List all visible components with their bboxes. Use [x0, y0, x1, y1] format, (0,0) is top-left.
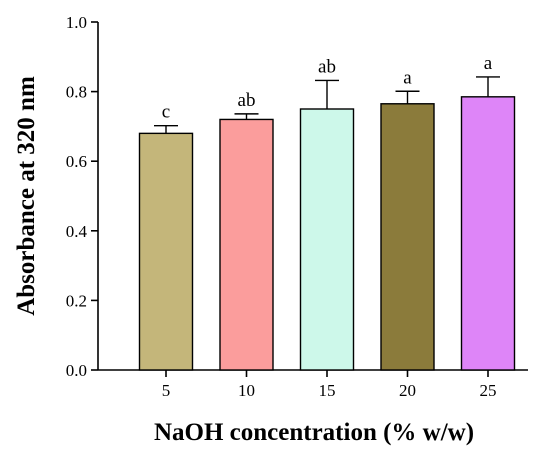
x-tick-label: 10 — [238, 381, 255, 400]
y-tick-label: 0.2 — [66, 291, 87, 310]
x-tick-label: 20 — [399, 381, 416, 400]
y-axis-title: Absorbance at 320 nm — [13, 76, 40, 316]
bar-5 — [138, 132, 194, 371]
significance-label: c — [162, 102, 170, 123]
significance-label: a — [403, 67, 412, 88]
y-tick-label: 0.0 — [66, 361, 87, 380]
significance-label: a — [484, 53, 493, 74]
x-tick-label: 5 — [162, 381, 171, 400]
bar-25 — [460, 96, 516, 371]
x-axis-title: NaOH concentration (% w/w) — [154, 419, 474, 446]
significance-label: ab — [318, 56, 336, 77]
x-tick-label: 25 — [480, 381, 497, 400]
y-tick-label: 1.0 — [66, 13, 87, 32]
significance-label: ab — [238, 90, 256, 111]
bar-20 — [380, 103, 435, 371]
bar-10 — [219, 118, 274, 371]
x-tick-label: 15 — [319, 381, 336, 400]
y-tick-label: 0.6 — [66, 152, 87, 171]
y-tick-label: 0.4 — [66, 222, 88, 241]
bar-15 — [299, 108, 355, 371]
y-tick-label: 0.8 — [66, 83, 87, 102]
plot-area: 0.0 0.2 0.4 0.6 0.8 1.0 c 5 ab 10 ab 15 a 20 a 25 — [66, 13, 528, 400]
